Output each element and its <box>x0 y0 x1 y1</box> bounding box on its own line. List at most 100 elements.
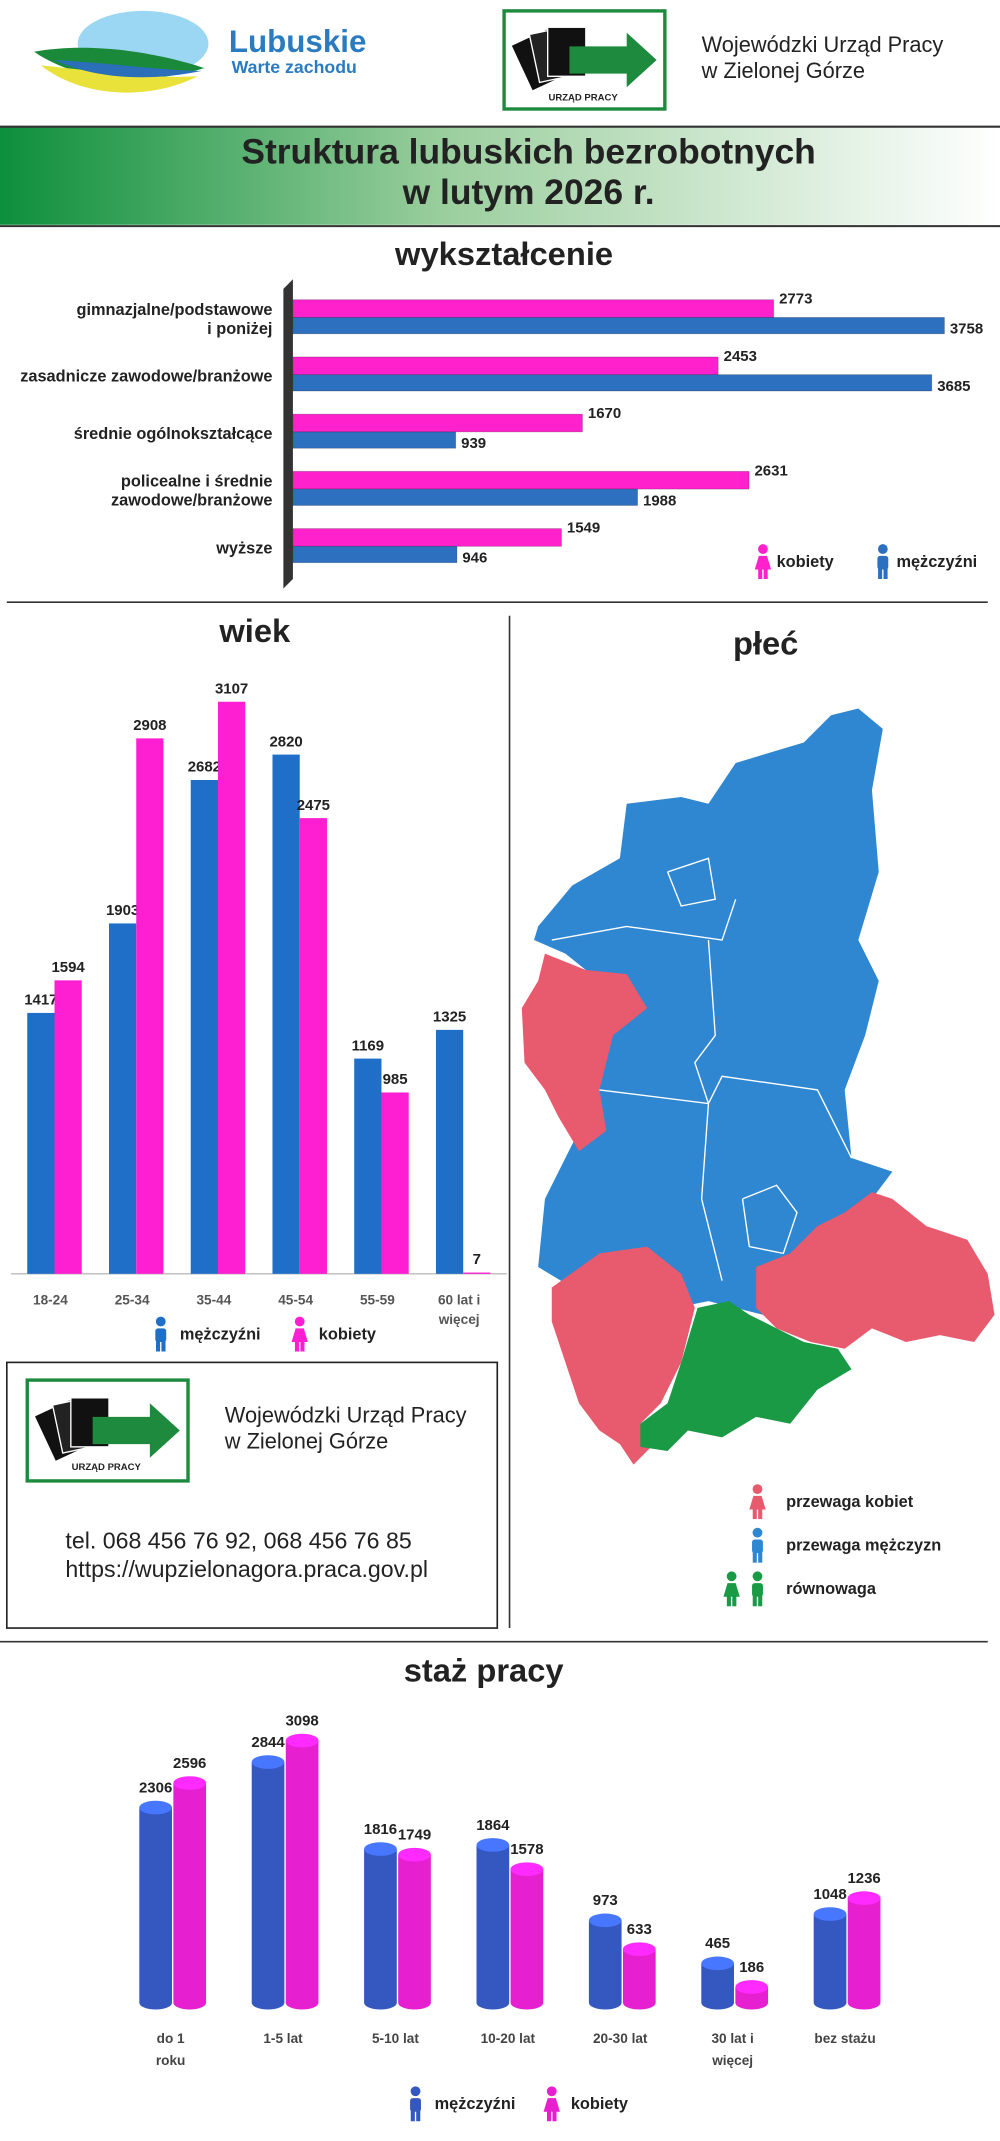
icon-leg <box>294 1340 300 1352</box>
legend-icon <box>877 544 889 580</box>
bar <box>285 1740 319 2010</box>
icon-head <box>155 1316 166 1327</box>
icon-leg <box>416 2110 421 2122</box>
value-label: 1670 <box>588 405 621 422</box>
value-label: 3758 <box>950 321 983 338</box>
bar <box>435 1029 464 1274</box>
icon-leg <box>758 1551 763 1563</box>
legend-icon <box>291 1316 308 1352</box>
region-logo <box>34 10 209 93</box>
bar <box>217 701 246 1274</box>
page-title: w lutym 2026 r. <box>402 172 655 212</box>
district-border <box>666 857 717 907</box>
bar-top <box>847 1891 881 1905</box>
icon-leg <box>758 1595 763 1607</box>
icon-leg <box>161 1340 166 1352</box>
value-label: 985 <box>383 1071 408 1088</box>
bar <box>476 1844 510 2010</box>
bar <box>463 1272 491 1274</box>
value-label: 1325 <box>433 1009 466 1026</box>
bar <box>364 1849 397 2010</box>
office-name: w Zielonej Górze <box>701 58 865 83</box>
category-label: 1-5 lat <box>263 2031 303 2046</box>
icon-leg <box>763 568 768 580</box>
bar <box>108 923 137 1274</box>
map-title: płeć <box>733 624 798 661</box>
bar <box>292 413 583 433</box>
logo-text: URZĄD PRACY <box>72 1462 142 1473</box>
district-border <box>694 940 723 1281</box>
legend-label: mężczyźni <box>435 2095 516 2113</box>
bar <box>588 1920 622 2010</box>
icon-head <box>758 544 768 554</box>
office-name: Wojewódzki Urząd Pracy <box>225 1403 467 1428</box>
value-label: 2908 <box>133 717 166 734</box>
bar <box>139 1807 173 2010</box>
value-label: 2820 <box>269 733 302 750</box>
bar-top <box>173 1776 207 1790</box>
icon-head <box>726 1571 737 1582</box>
value-label: 186 <box>739 1959 764 1976</box>
icon-body <box>752 1583 763 1597</box>
district-border <box>551 898 737 941</box>
category-label: bez stażu <box>814 2031 875 2046</box>
legend-label: przewaga kobiet <box>786 1493 914 1511</box>
value-label: 2306 <box>139 1779 172 1796</box>
category-label: 55-59 <box>360 1293 395 1308</box>
icon-body <box>754 555 772 570</box>
chart-title: wykształcenie <box>394 235 613 272</box>
category-label: 25-34 <box>115 1293 150 1308</box>
brand: Lubuskie <box>229 24 367 59</box>
value-label: 1417 <box>24 992 57 1009</box>
bar <box>847 1898 881 2010</box>
title-band <box>0 126 1000 225</box>
axis-wall <box>283 279 293 589</box>
icon-leg <box>758 568 763 580</box>
value-label: 1594 <box>51 959 85 976</box>
icon-head <box>752 1527 763 1538</box>
bar <box>136 738 164 1274</box>
category-label: 60 lat i <box>438 1293 480 1308</box>
office-name: w Zielonej Górze <box>224 1429 388 1454</box>
bar <box>27 1012 55 1274</box>
category-label: 5-10 lat <box>372 2031 419 2046</box>
bar <box>292 545 458 564</box>
value-label: 1549 <box>567 520 600 537</box>
bar <box>292 299 775 318</box>
legend-icon <box>410 2086 421 2122</box>
icon-body <box>723 1583 740 1597</box>
value-label: 939 <box>461 435 486 452</box>
category-label: wyższe <box>215 539 272 557</box>
url: https://wupzielonagora.praca.gov.pl <box>65 1556 428 1582</box>
bar <box>398 1854 431 2010</box>
category-label: 30 lat i <box>711 2031 753 2046</box>
bar <box>299 818 327 1274</box>
category-label: i poniżej <box>207 320 272 338</box>
office-logo <box>502 9 667 111</box>
bar <box>622 1949 656 2010</box>
icon-body <box>410 2098 421 2112</box>
icon-head <box>294 1316 305 1327</box>
value-label: 1864 <box>476 1817 510 1834</box>
category-label: 35-44 <box>196 1293 231 1308</box>
bar <box>251 1762 285 2010</box>
icon-body <box>749 1495 766 1510</box>
category-label: 18-24 <box>33 1293 68 1308</box>
value-label: 1048 <box>813 1886 846 1903</box>
icon-leg <box>752 1508 757 1520</box>
chart-title: wiek <box>218 612 291 649</box>
icon-leg <box>752 1595 757 1607</box>
map-region <box>521 953 648 1152</box>
icon-head <box>877 544 888 554</box>
office-name: Wojewódzki Urząd Pracy <box>702 32 944 57</box>
bar <box>173 1783 207 2010</box>
logo-blue <box>54 59 202 78</box>
bar-top <box>139 1800 173 1815</box>
category-label: 10-20 lat <box>481 2031 536 2046</box>
page-title: Struktura lubuskich bezrobotnych <box>241 131 815 171</box>
bar <box>292 528 562 547</box>
office-logo <box>25 1378 190 1483</box>
icon-head <box>752 1571 763 1582</box>
bar <box>292 356 719 376</box>
map-region <box>551 1246 695 1465</box>
